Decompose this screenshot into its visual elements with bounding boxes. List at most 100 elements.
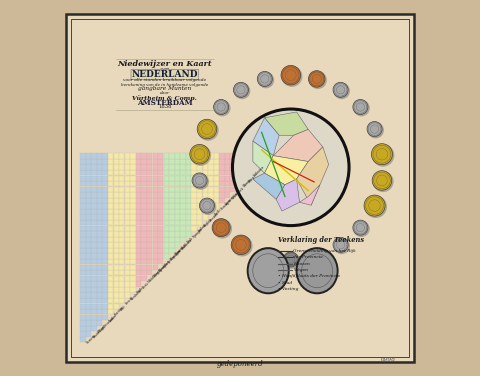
- Bar: [91, 237, 96, 242]
- Bar: [102, 176, 108, 181]
- Bar: [108, 242, 113, 248]
- Text: Wegen: Wegen: [293, 268, 308, 272]
- Bar: [130, 214, 136, 220]
- Bar: [164, 237, 169, 242]
- Bar: [169, 231, 175, 237]
- Bar: [130, 181, 136, 186]
- Circle shape: [214, 100, 228, 115]
- Circle shape: [336, 241, 345, 249]
- Bar: [164, 153, 169, 159]
- Bar: [186, 170, 191, 175]
- Bar: [119, 186, 124, 192]
- Bar: [203, 214, 208, 220]
- Bar: [147, 209, 152, 214]
- Bar: [164, 170, 169, 175]
- Bar: [142, 248, 147, 253]
- Bar: [80, 281, 85, 287]
- Bar: [102, 153, 108, 159]
- Text: s'Hage: s'Hage: [97, 324, 107, 334]
- Bar: [158, 153, 164, 159]
- Bar: [252, 164, 258, 170]
- Bar: [125, 220, 130, 225]
- Bar: [158, 248, 164, 253]
- Bar: [119, 287, 124, 292]
- Bar: [147, 253, 152, 259]
- Circle shape: [190, 145, 211, 166]
- Bar: [236, 170, 241, 175]
- Bar: [130, 164, 136, 170]
- Bar: [225, 181, 230, 186]
- Bar: [186, 176, 191, 181]
- Bar: [164, 164, 169, 170]
- Bar: [80, 298, 85, 303]
- Text: Niedewijzer en Kaart: Niedewijzer en Kaart: [118, 60, 212, 68]
- Bar: [158, 176, 164, 181]
- Circle shape: [216, 223, 226, 233]
- Bar: [125, 164, 130, 170]
- Bar: [203, 203, 208, 209]
- Bar: [136, 248, 141, 253]
- Bar: [208, 181, 214, 186]
- Bar: [197, 203, 203, 209]
- Bar: [91, 281, 96, 287]
- Bar: [80, 287, 85, 292]
- Bar: [164, 214, 169, 220]
- Bar: [208, 153, 214, 159]
- Bar: [180, 214, 186, 220]
- Bar: [164, 253, 169, 259]
- Circle shape: [231, 235, 252, 256]
- Bar: [86, 192, 91, 197]
- Ellipse shape: [297, 248, 338, 293]
- Bar: [241, 176, 247, 181]
- Circle shape: [234, 83, 251, 99]
- Bar: [186, 198, 191, 203]
- Bar: [97, 287, 102, 292]
- Bar: [97, 209, 102, 214]
- Bar: [102, 309, 108, 314]
- Circle shape: [376, 149, 388, 160]
- Bar: [91, 326, 96, 331]
- Bar: [169, 220, 175, 225]
- Bar: [208, 209, 214, 214]
- Bar: [86, 331, 91, 337]
- Bar: [125, 276, 130, 281]
- Bar: [158, 253, 164, 259]
- Circle shape: [194, 149, 205, 159]
- Bar: [97, 320, 102, 326]
- Bar: [153, 153, 158, 159]
- Bar: [219, 164, 225, 170]
- Bar: [219, 192, 225, 197]
- Bar: [125, 181, 130, 186]
- Circle shape: [236, 240, 246, 250]
- Bar: [219, 186, 225, 192]
- Bar: [158, 170, 164, 175]
- Bar: [147, 181, 152, 186]
- Bar: [97, 253, 102, 259]
- Bar: [153, 265, 158, 270]
- Bar: [169, 242, 175, 248]
- Bar: [130, 231, 136, 237]
- Bar: [203, 192, 208, 197]
- Bar: [136, 281, 141, 287]
- Bar: [219, 159, 225, 164]
- Bar: [114, 192, 119, 197]
- Bar: [136, 153, 141, 159]
- Bar: [130, 170, 136, 175]
- Bar: [97, 242, 102, 248]
- Text: Venlo: Venlo: [186, 237, 194, 245]
- Bar: [125, 226, 130, 231]
- Bar: [214, 164, 219, 170]
- Bar: [102, 303, 108, 309]
- Bar: [114, 231, 119, 237]
- Bar: [180, 192, 186, 197]
- Bar: [147, 192, 152, 197]
- Bar: [158, 181, 164, 186]
- Bar: [203, 186, 208, 192]
- Bar: [114, 198, 119, 203]
- Text: Tilburg: Tilburg: [158, 263, 168, 273]
- Bar: [180, 226, 186, 231]
- Bar: [80, 309, 85, 314]
- Bar: [164, 186, 169, 192]
- Bar: [175, 186, 180, 192]
- Bar: [97, 186, 102, 192]
